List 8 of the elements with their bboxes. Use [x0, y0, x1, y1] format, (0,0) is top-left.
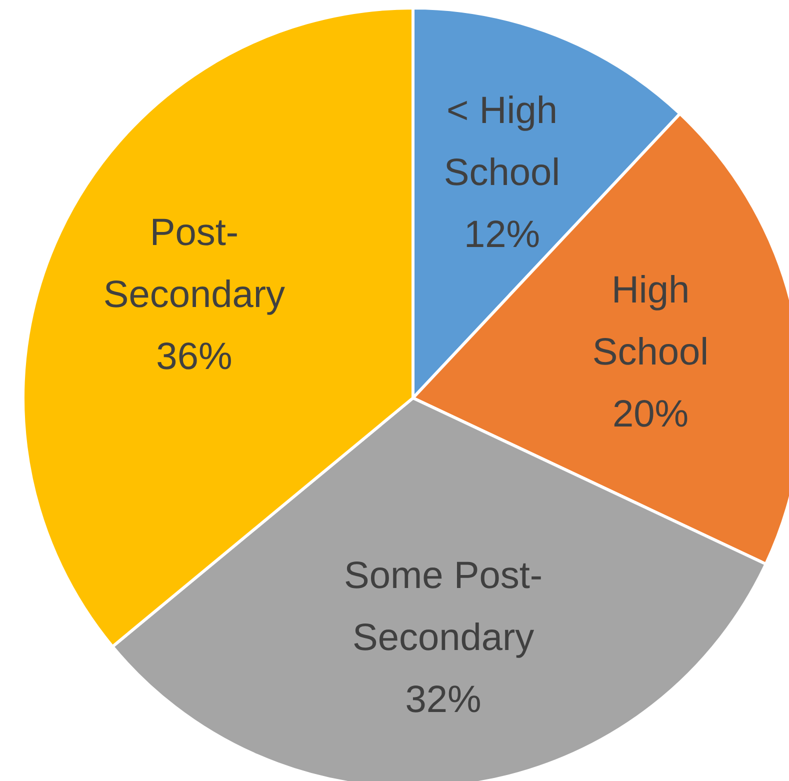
slice-label: High School	[592, 270, 709, 374]
data-label: 12%	[464, 214, 540, 256]
slice-label: < High School	[444, 90, 560, 194]
slice-label: Post-Secondary	[103, 212, 286, 316]
slice-label: Some Post-Secondary	[344, 554, 543, 659]
data-label: 32%	[405, 678, 482, 721]
data-label: 36%	[156, 336, 232, 378]
data-label: 20%	[612, 394, 689, 436]
